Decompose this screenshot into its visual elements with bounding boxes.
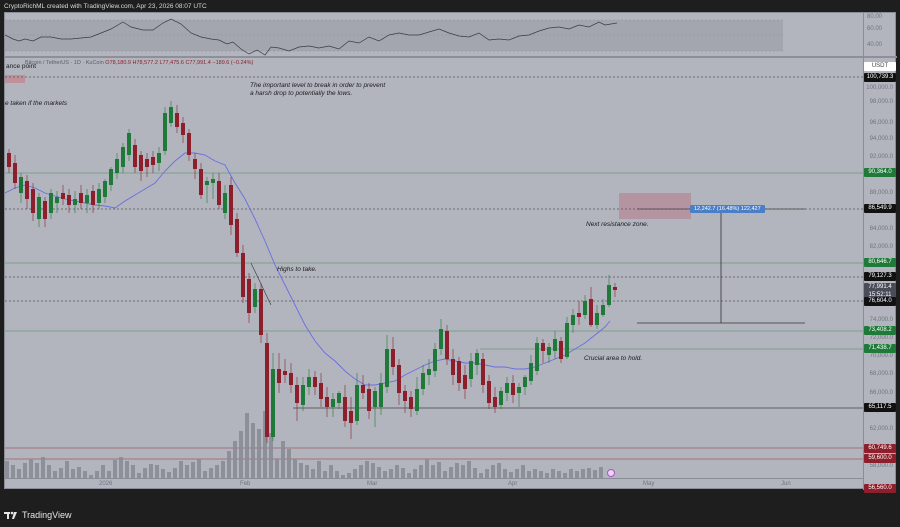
price-label-current: 77,991.4 bbox=[864, 283, 896, 292]
price-label-86549: 86,549.9 bbox=[864, 204, 896, 213]
price-label-79127: 79,127.3 bbox=[864, 272, 896, 281]
axis-tick: 68,000.0 bbox=[869, 371, 893, 377]
price-label-71438: 71,438.7 bbox=[864, 344, 896, 353]
axis-tick: 82,000.0 bbox=[869, 244, 893, 250]
axis-tick: 92,000.0 bbox=[869, 154, 893, 160]
time-tick-2026: 2026 bbox=[99, 481, 113, 487]
brand-name: TradingView bbox=[22, 510, 72, 520]
tradingview-logo[interactable]: TradingView bbox=[4, 510, 72, 520]
price-label-65117: 65,117.5 bbox=[864, 403, 896, 412]
time-tick-may: May bbox=[643, 481, 655, 487]
annotation-resistance[interactable]: Next resistance zone. bbox=[586, 221, 649, 228]
ohlc-high: H78,577.2 bbox=[132, 60, 158, 66]
time-axis[interactable]: 2026 Feb Mar Apr May Jun bbox=[5, 478, 863, 490]
axis-tick: 88,000.0 bbox=[869, 190, 893, 196]
price-label-59600: 59,600.0 bbox=[864, 454, 896, 463]
price-label-60749: 60,749.6 bbox=[864, 444, 896, 453]
price-chart[interactable] bbox=[5, 13, 863, 478]
time-tick-jun: Jun bbox=[781, 481, 791, 487]
annotation-important-line2: a harsh drop to potentially the lows. bbox=[250, 90, 353, 97]
chart-attribution: CryptoRichML created with TradingView.co… bbox=[4, 3, 207, 10]
rsi-tick-40: 40.00 bbox=[867, 42, 883, 48]
currency-label[interactable]: USDT bbox=[864, 62, 896, 71]
measure-tool-label[interactable]: 12,242.7 (16.48%) 122,427 bbox=[690, 205, 765, 213]
countdown-label: 15:52:11 bbox=[864, 291, 896, 300]
price-label-76604: 76,604.0 bbox=[864, 297, 896, 306]
rsi-tick-80: 80.00 bbox=[867, 14, 883, 20]
axis-tick: 62,000.0 bbox=[869, 426, 893, 432]
symbol-title[interactable]: Bitcoin / TetherUS · 1D · KuCoin bbox=[25, 60, 104, 66]
axis-tick: 100,000.0 bbox=[866, 85, 893, 91]
price-label-56560: 56,560.0 bbox=[864, 484, 896, 493]
price-label-100739: 100,739.3 bbox=[864, 73, 896, 82]
ohlc-low: L77,475.6 bbox=[159, 60, 184, 66]
rsi-line bbox=[5, 18, 783, 56]
price-label-80646: 80,646.7 bbox=[864, 258, 896, 267]
ohlc-legend: Bitcoin / TetherUS · 1D · KuCoin O78,180… bbox=[25, 60, 253, 66]
axis-tick: 84,000.0 bbox=[869, 226, 893, 232]
candlesticks bbox=[7, 101, 617, 443]
rsi-pane[interactable]: 80.00 60.00 40.00 bbox=[5, 13, 897, 58]
chart-frame[interactable]: 80.00 60.00 40.00 Bitcoin / TetherUS · 1… bbox=[4, 12, 897, 493]
axis-tick: 96,000.0 bbox=[869, 120, 893, 126]
axis-tick: 72,000.0 bbox=[869, 335, 893, 341]
annotation-highs[interactable]: Highs to take. bbox=[277, 266, 317, 273]
rsi-tick-60: 60.00 bbox=[867, 26, 883, 32]
time-tick-feb: Feb bbox=[240, 481, 251, 487]
axis-tick: 66,000.0 bbox=[869, 390, 893, 396]
annotation-important-line1: The important level to break in order to… bbox=[250, 82, 386, 89]
axis-tick: 94,000.0 bbox=[869, 136, 893, 142]
annotation-important-level[interactable]: The important level to break in order to… bbox=[250, 82, 385, 98]
ohlc-close: C77,991.4 bbox=[185, 60, 211, 66]
annotation-top-left[interactable]: e taken if the markets bbox=[5, 100, 68, 107]
ohlc-open: O78,180.9 bbox=[105, 60, 131, 66]
price-axis[interactable]: 100,000.0 98,000.0 96,000.0 94,000.0 92,… bbox=[863, 13, 897, 490]
ohlc-change: −189.6 (−0.24%) bbox=[212, 60, 254, 66]
axis-tick: 70,000.0 bbox=[869, 353, 893, 359]
axis-tick: 74,000.0 bbox=[869, 317, 893, 323]
price-label-90364: 90,364.0 bbox=[864, 168, 896, 177]
time-tick-mar: Mar bbox=[367, 481, 378, 487]
axis-tick: 58,000.0 bbox=[869, 463, 893, 469]
annotation-label: ance point bbox=[6, 63, 36, 70]
rsi-band bbox=[5, 20, 783, 51]
price-label-73408: 73,408.2 bbox=[864, 326, 896, 335]
axis-tick: 98,000.0 bbox=[869, 99, 893, 105]
tradingview-logo-icon bbox=[4, 511, 17, 519]
time-tick-apr: Apr bbox=[508, 481, 518, 487]
annotation-crucial[interactable]: Crucial area to hold. bbox=[584, 355, 643, 362]
